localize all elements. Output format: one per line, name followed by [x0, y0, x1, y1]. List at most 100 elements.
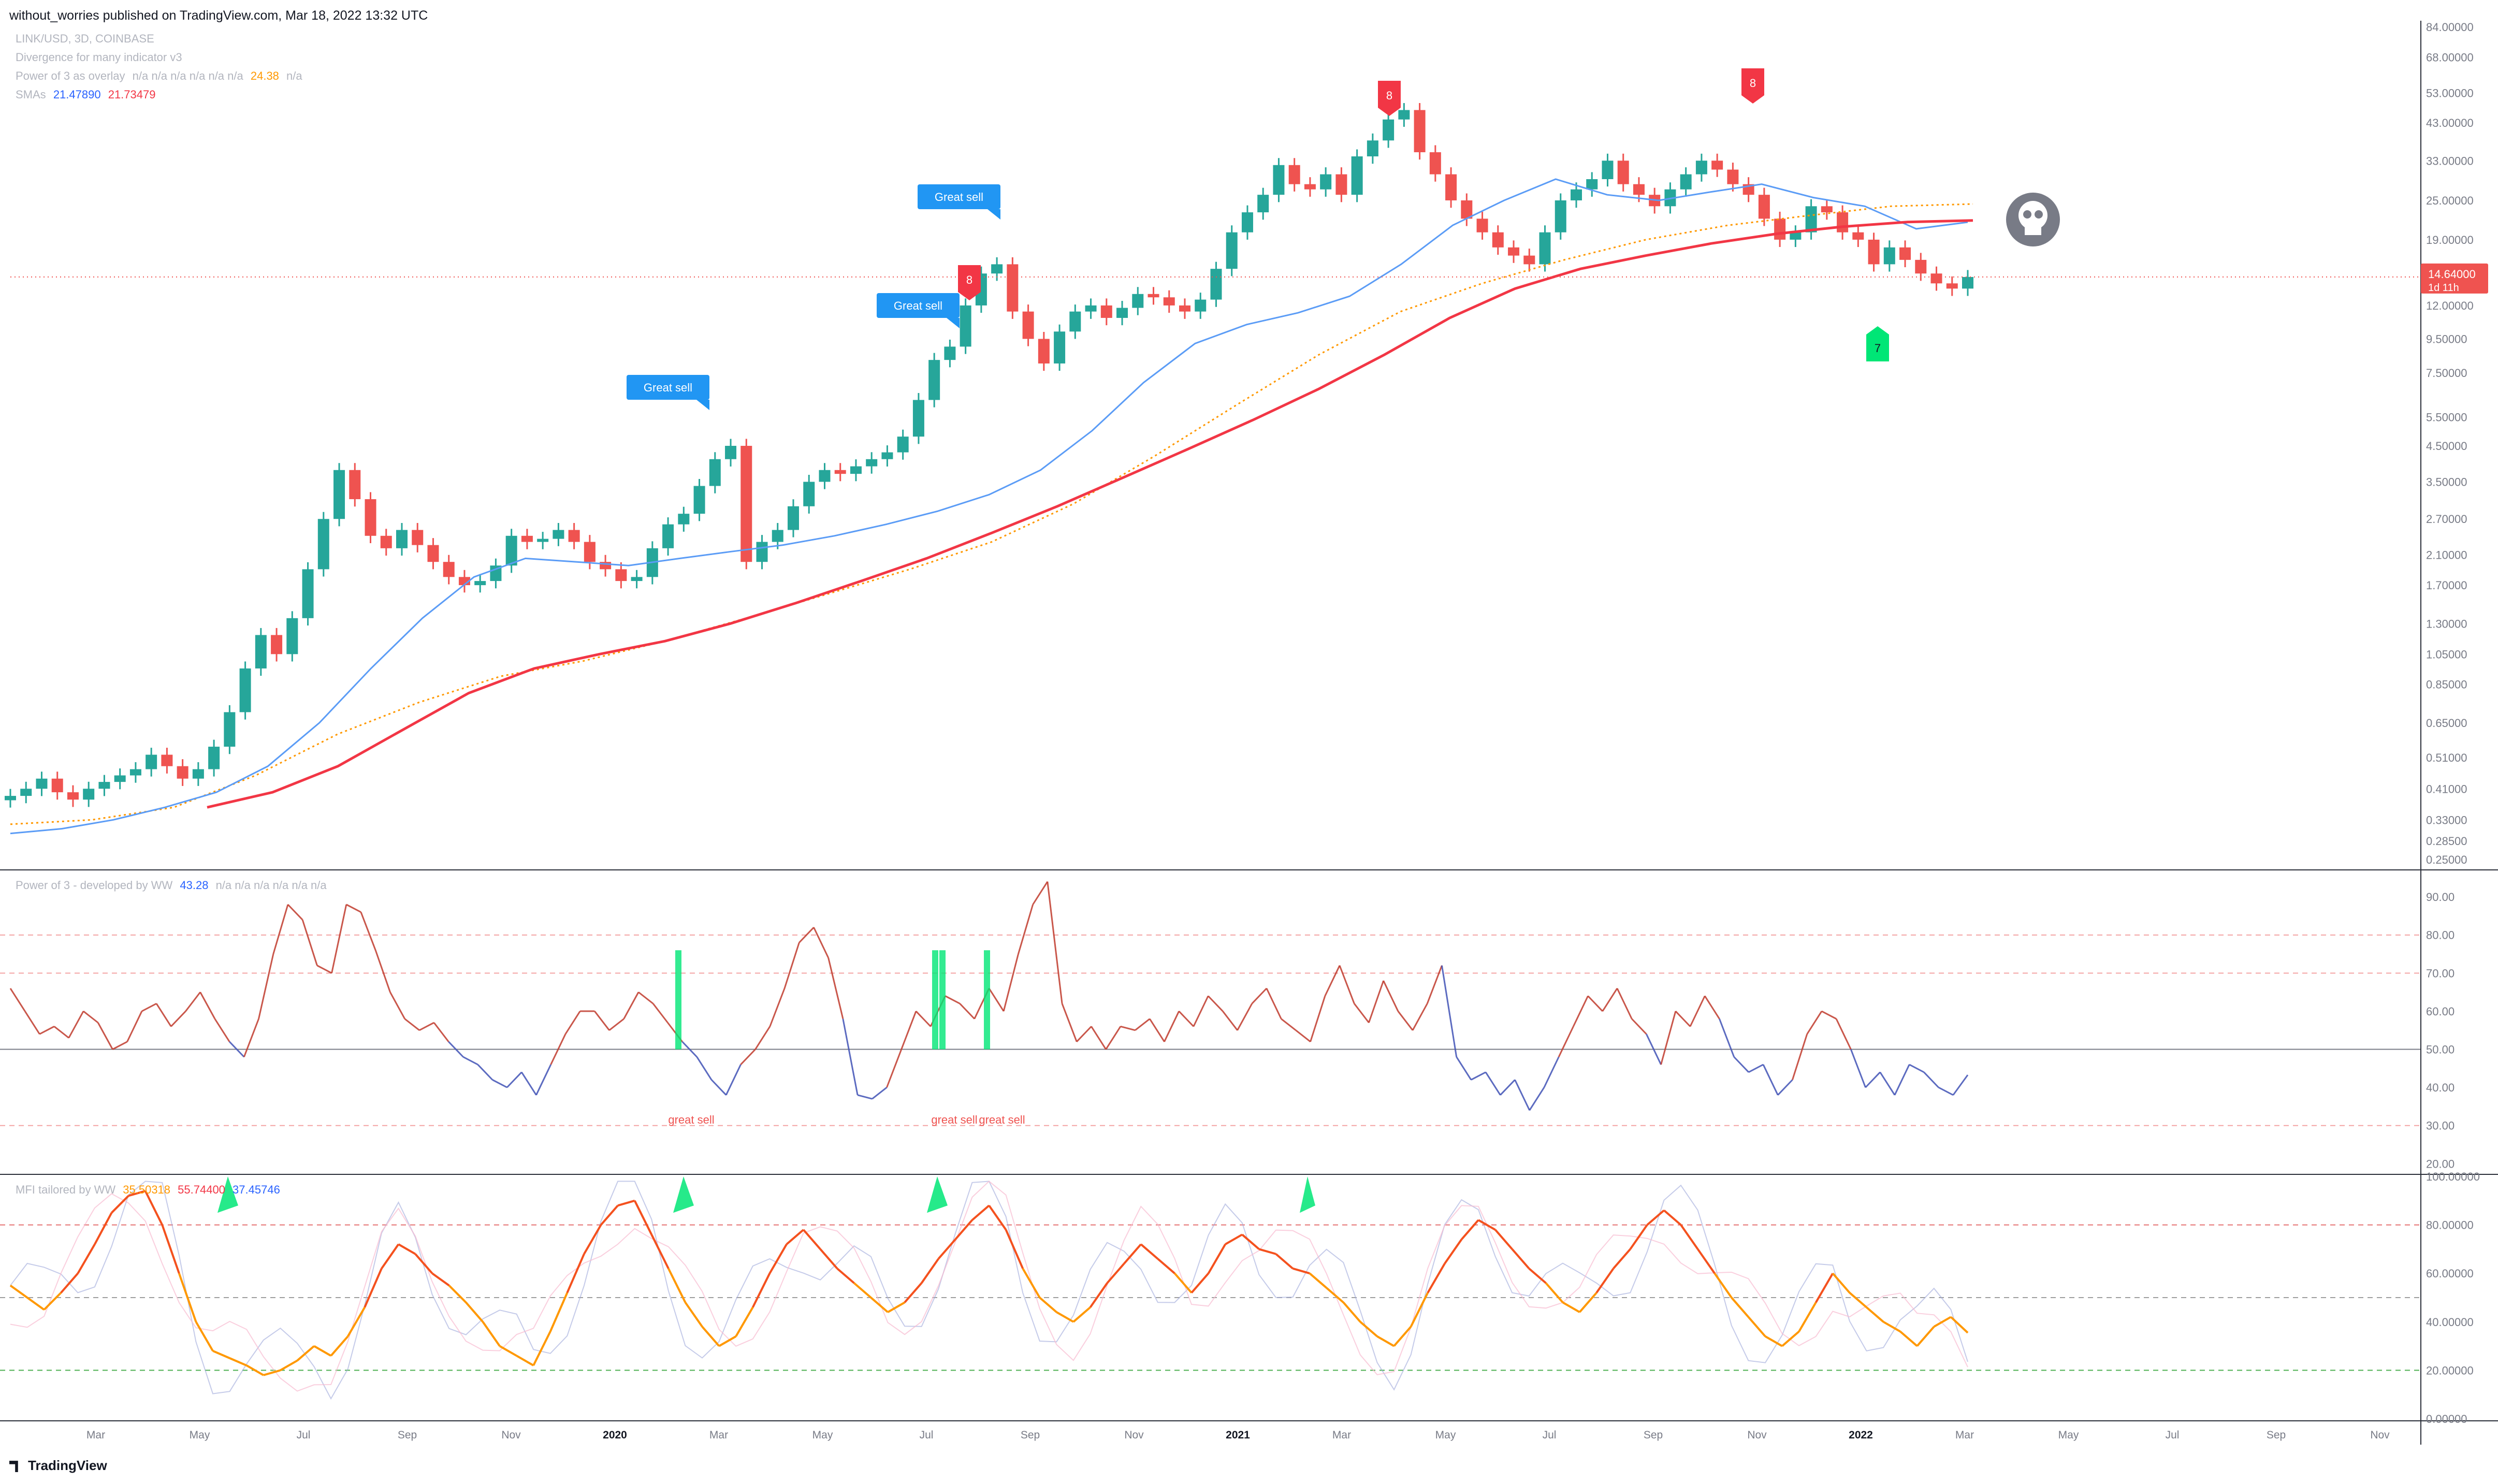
power-of-3-line-segment	[1806, 1011, 1823, 1035]
candle-body	[1320, 174, 1332, 190]
candle-body	[1946, 283, 1958, 289]
candle-body	[365, 499, 376, 536]
power-of-3-line-segment	[112, 1041, 128, 1050]
power-of-3-line-segment	[272, 904, 289, 954]
power-of-3-line-segment	[754, 1026, 771, 1050]
mfi-line-segment	[1562, 1301, 1580, 1313]
candle-body	[333, 470, 345, 519]
power-of-3-line-segment	[1135, 1018, 1151, 1031]
time-axis-label: 2022	[1849, 1429, 1873, 1441]
candle-body	[740, 446, 752, 562]
tradingview-icon	[9, 1461, 18, 1473]
mfi-line-segment	[633, 1200, 653, 1235]
power-of-3-line-segment	[1237, 1003, 1253, 1031]
time-axis-label: May	[812, 1429, 833, 1441]
mfi-line-segment	[1950, 1316, 1969, 1334]
pane3-legend: MFI tailored by WW 35.50318 55.74400 37.…	[16, 1183, 280, 1197]
candle-body	[1445, 174, 1457, 201]
great-sell-text: Great sell	[644, 381, 692, 394]
power-of-3-line-segment	[462, 1056, 478, 1066]
count-8-signal	[958, 265, 981, 300]
mfi-line-segment	[1190, 1272, 1210, 1293]
candle-body	[1226, 232, 1238, 269]
price-pane[interactable]	[5, 103, 2421, 835]
time-axis-label: Nov	[1124, 1429, 1144, 1441]
candle-body	[255, 635, 267, 668]
mfi-line-segment	[786, 1229, 804, 1245]
mfi-line-segment	[1478, 1219, 1496, 1231]
mfi-line-segment	[971, 1204, 990, 1221]
power-of-3-line-segment	[1879, 1071, 1896, 1096]
mfi-line-segment	[280, 1359, 298, 1372]
skull-icon-eye	[2035, 210, 2043, 219]
sma-title: SMAs	[16, 88, 46, 101]
candle-body	[1868, 239, 1880, 265]
power-of-3-line-segment	[1748, 1064, 1764, 1073]
power-of-3-line-segment	[1368, 980, 1385, 1023]
pane3-title: MFI tailored by WW	[16, 1183, 116, 1196]
power-of-3-line-segment	[1835, 1018, 1852, 1050]
price-tick-label: 0.65000	[2426, 717, 2467, 730]
mfi-line-segment	[768, 1244, 788, 1274]
indicator2-title: Power of 3 as overlay	[16, 69, 125, 82]
candle-body	[1398, 110, 1410, 120]
power-of-3-line-segment	[346, 904, 361, 913]
power-of-3-line-segment	[1354, 1003, 1370, 1023]
power-of-3-line-segment	[1047, 881, 1063, 1004]
power-of-3-line-segment	[1909, 1064, 1925, 1073]
signal-labels: Great sell Great sell Great sell 8 8 8 7	[627, 68, 2060, 410]
mfi-line-segment	[1207, 1244, 1226, 1274]
power-of-3-line-segment	[1003, 954, 1019, 1012]
candle-body	[412, 530, 424, 545]
mfi-overbought-fill	[217, 1176, 238, 1213]
power-of-3-line-segment	[1076, 1026, 1092, 1042]
candle-body	[1899, 247, 1911, 260]
candle-body	[1790, 232, 1802, 240]
indicator2-tail: n/a	[286, 69, 302, 82]
mfi-line-segment	[1173, 1272, 1193, 1293]
candle-body	[1571, 189, 1582, 201]
mfi-line-segment	[887, 1301, 906, 1313]
power-of-3-line-segment	[1704, 995, 1720, 1020]
power-of-3-line-segment	[287, 904, 303, 921]
candle-body	[1195, 299, 1207, 312]
power-of-3-line-segment	[141, 1002, 157, 1012]
time-axis-label: 2020	[603, 1429, 627, 1441]
power-of-3-line-segment	[1573, 995, 1589, 1027]
time-axis-label: Mar	[1955, 1429, 1974, 1441]
power-of-3-line-segment	[316, 965, 332, 974]
indicator1-title: Divergence for many indicator v3	[16, 51, 182, 64]
power-of-3-line-segment	[1733, 1056, 1749, 1073]
mfi-line-segment	[77, 1244, 96, 1274]
pane2-tick-label: 20.00	[2426, 1157, 2455, 1170]
pane3-value1: 35.50318	[123, 1183, 171, 1196]
pane2-tick-label: 60.00	[2426, 1005, 2455, 1018]
power-of-3-line-segment	[1602, 987, 1618, 1012]
power-of-3-line-segment	[214, 1018, 230, 1042]
mfi-line-segment	[1528, 1268, 1547, 1284]
candle-body	[912, 400, 924, 437]
power-of-3-line-segment	[813, 927, 830, 958]
candle-body	[1132, 294, 1144, 308]
power-of-3-line-segment	[1208, 995, 1224, 1012]
mfi-overbought-fill	[1300, 1176, 1315, 1213]
mfi-line-segment	[1511, 1248, 1530, 1270]
candle-body	[396, 530, 408, 548]
mfi-line-segment	[414, 1253, 433, 1274]
mfi-line-segment	[1157, 1258, 1175, 1274]
power-of-3-pane[interactable]: great sell great sell great sell	[0, 881, 2421, 1126]
power-of-3-line-segment	[1441, 965, 1458, 1057]
indicator2-values: n/a n/a n/a n/a n/a n/a	[132, 69, 243, 82]
pane3-tick-label: 40.00000	[2426, 1316, 2474, 1329]
power-of-3-line-segment	[1952, 1074, 1969, 1096]
mfi-line-segment	[1123, 1243, 1142, 1264]
candle-body	[1179, 305, 1190, 312]
candle-body	[1273, 165, 1285, 195]
great-sell-label	[627, 375, 709, 400]
power-of-3-line-segment	[155, 1003, 172, 1027]
mfi-pane[interactable]	[0, 1176, 2421, 1400]
tradingview-logo[interactable]: TradingView	[9, 1458, 107, 1474]
power-of-3-line-segment	[185, 992, 201, 1012]
mfi-line-segment	[1916, 1326, 1935, 1347]
